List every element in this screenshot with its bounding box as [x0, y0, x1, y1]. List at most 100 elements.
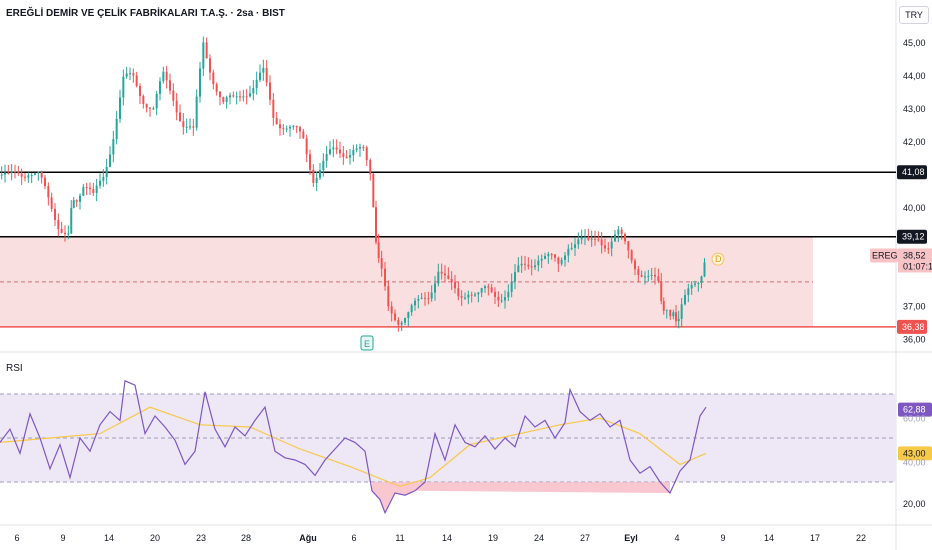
candle-body [620, 229, 623, 234]
candle-body [10, 171, 13, 174]
candle-body [125, 73, 128, 77]
candle-body [209, 58, 211, 73]
candle-body [669, 309, 672, 317]
candle-body [500, 300, 503, 302]
candle-body [199, 68, 201, 97]
level-tag-2 [897, 319, 927, 334]
candle-body [309, 154, 311, 170]
candle-body [574, 244, 576, 248]
candle-body [17, 171, 20, 174]
candle-body [119, 97, 121, 119]
candle-body [112, 139, 115, 155]
rsi-ma-tag [898, 446, 932, 461]
candle-body [57, 219, 60, 229]
candle-body [47, 186, 50, 198]
rsi-ma-line [0, 406, 707, 488]
candle-body [145, 103, 148, 108]
candle-body [404, 318, 406, 323]
level-tag-text: 39,12 [902, 232, 925, 242]
chart-title: EREĞLİ DEMİR VE ÇELİK FABRİKALARI T.A.Ş.… [6, 8, 285, 19]
candle-body [222, 97, 225, 103]
candle-body [355, 148, 358, 151]
candle-body [427, 298, 430, 300]
candle-body [89, 187, 91, 190]
candle-body [624, 233, 626, 242]
candle-body [650, 274, 653, 276]
candle-body [400, 322, 403, 325]
candle-body [474, 294, 476, 296]
candle-body [630, 250, 633, 261]
candle-body [175, 100, 178, 113]
candle-body [75, 200, 78, 202]
candle-body [617, 229, 620, 235]
candle-body [654, 274, 656, 277]
candle-body [292, 125, 295, 127]
candle-body [235, 96, 238, 98]
candle-body [660, 281, 663, 302]
level-tag-1 [897, 229, 927, 244]
candle-body [122, 76, 125, 98]
candle-body [155, 93, 158, 109]
candle-body [450, 278, 453, 283]
rsi-current-text: 62,88 [903, 405, 926, 415]
candle-body [229, 95, 231, 98]
candle-body [414, 300, 416, 306]
candle-body [365, 147, 368, 161]
candle-body [205, 42, 208, 59]
candle-body [252, 88, 255, 94]
candle-body [14, 171, 16, 173]
candle-body [335, 147, 338, 150]
candle-body [279, 124, 281, 129]
candle-body [312, 169, 315, 183]
candle-body [339, 149, 341, 154]
candle-body [394, 313, 396, 321]
candle-body [85, 187, 88, 189]
candle-body [315, 177, 318, 183]
candle-body [697, 283, 700, 285]
candle-body [487, 286, 490, 288]
candle-body [50, 197, 53, 209]
candle-body [557, 257, 560, 264]
time-axis-tick: 20 [150, 533, 160, 543]
candle-body [540, 258, 543, 261]
candle-body [329, 149, 331, 154]
candle-body [152, 108, 155, 110]
candle-body [527, 264, 530, 267]
time-axis-tick: 27 [580, 533, 590, 543]
candle-body [484, 286, 486, 289]
rsi-band-sub: 60,00 [903, 414, 926, 424]
candle-body [560, 259, 563, 264]
candle-body [467, 294, 470, 298]
candle-body [490, 287, 493, 292]
candle-body [703, 262, 706, 277]
candle-body [239, 96, 241, 98]
currency-selector[interactable]: TRY [899, 6, 929, 24]
candle-body [637, 269, 640, 275]
candle-body [504, 297, 506, 301]
rsi-line [0, 379, 707, 515]
candle-body [362, 147, 365, 149]
candle-body [165, 71, 168, 81]
price-axis-tick: 40,00 [903, 203, 926, 213]
candle-body [20, 173, 23, 177]
level-tag-text: 41,08 [902, 167, 925, 177]
candle-body [299, 127, 301, 132]
price-axis-tick: 37,00 [903, 302, 926, 312]
price-axis-tick: 45,00 [903, 38, 926, 48]
candle-body [132, 73, 135, 76]
candle-body [262, 67, 265, 73]
candle-body [259, 72, 261, 80]
candle-body [510, 281, 513, 292]
candle-body [115, 118, 118, 140]
candle-body [570, 247, 573, 249]
candle-body [302, 131, 305, 139]
candle-body [67, 233, 70, 235]
candle-body [384, 268, 386, 287]
rsi-ma-sub: 40,00 [903, 457, 926, 467]
candle-body [352, 150, 355, 156]
candle-body [554, 254, 556, 258]
candle-body [444, 273, 446, 276]
candle-body [390, 306, 393, 314]
candle-body [687, 288, 690, 296]
